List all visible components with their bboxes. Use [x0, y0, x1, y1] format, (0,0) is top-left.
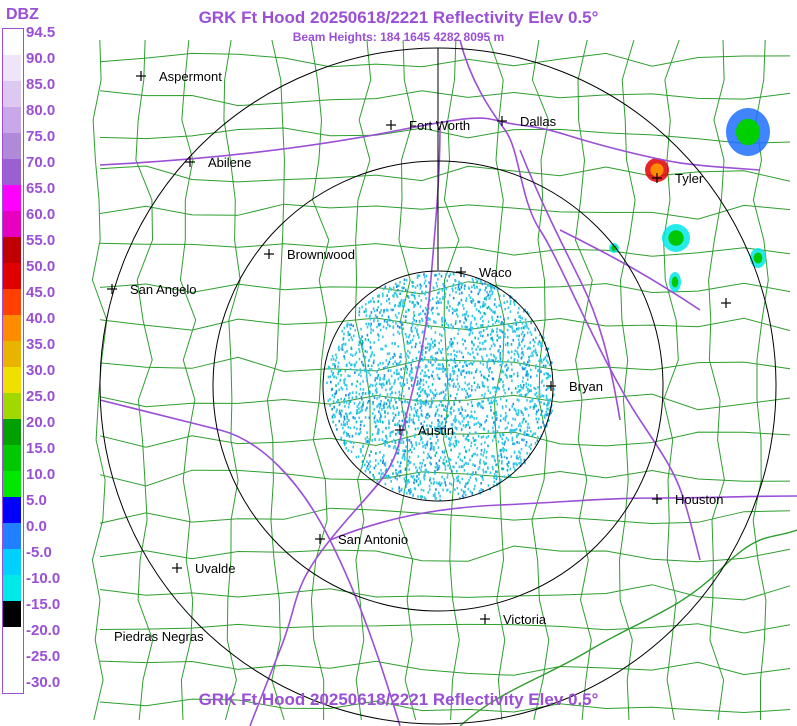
city-label: San Antonio — [338, 532, 408, 547]
legend-swatch — [3, 497, 21, 523]
legend-label: 10.0 — [26, 466, 56, 483]
city-aspermont: Aspermont — [136, 69, 222, 84]
city-waco: Waco — [456, 265, 512, 280]
city-label: Piedras Negras — [114, 629, 204, 644]
county-boundaries — [91, 39, 797, 726]
legend-label: 35.0 — [26, 336, 56, 353]
city-label: Tyler — [675, 171, 704, 186]
legend-label: -25.0 — [26, 648, 61, 665]
legend-swatch — [3, 159, 21, 185]
legend-label: -15.0 — [26, 596, 61, 613]
legend-label: 90.0 — [26, 50, 56, 67]
city-label: Bryan — [569, 379, 603, 394]
city-label: Fort Worth — [409, 118, 470, 133]
legend-title: DBZ — [6, 6, 39, 23]
legend-swatch — [3, 81, 21, 107]
city-label: Victoria — [503, 612, 547, 627]
legend-swatch — [3, 419, 21, 445]
city-label: Waco — [479, 265, 512, 280]
city-san-antonio: San Antonio — [315, 532, 408, 547]
legend-label: 45.0 — [26, 284, 56, 301]
legend-swatch — [3, 29, 21, 55]
legend-swatch — [3, 679, 21, 693]
legend-swatch — [3, 575, 21, 601]
city-label: Uvalde — [195, 561, 235, 576]
city-victoria: Victoria — [480, 612, 547, 627]
legend-swatch — [3, 237, 21, 263]
city-label: Aspermont — [159, 69, 222, 84]
legend-swatch — [3, 315, 21, 341]
legend-label: 60.0 — [26, 206, 56, 223]
legend-swatch — [3, 341, 21, 367]
legend-swatch — [3, 289, 21, 315]
legend-label: 80.0 — [26, 102, 56, 119]
legend-label: 40.0 — [26, 310, 56, 327]
legend-label: -30.0 — [26, 674, 61, 691]
legend-label: 30.0 — [26, 362, 56, 379]
legend-label: 25.0 — [26, 388, 56, 405]
legend-swatch — [3, 367, 21, 393]
legend-label: 55.0 — [26, 232, 56, 249]
legend-label: 5.0 — [26, 492, 47, 509]
range-rings — [99, 47, 777, 725]
legend-label: -20.0 — [26, 622, 61, 639]
unlabeled-marker — [721, 298, 731, 308]
city-label: Abilene — [208, 155, 251, 170]
legend-label: 50.0 — [26, 258, 56, 275]
legend-swatch — [3, 549, 21, 575]
legend-frame — [2, 28, 24, 694]
legend-swatch — [3, 471, 21, 497]
legend-swatch — [3, 185, 21, 211]
city-label: San Angelo — [130, 282, 197, 297]
city-uvalde: Uvalde — [172, 561, 235, 576]
dbz-legend: DBZ 94.5 90.0 85.0 80.0 75.0 70.0 65.0 60.0 55.0… — [0, 0, 100, 726]
legend-swatch — [3, 263, 21, 289]
city-brownwood: Brownwood — [264, 247, 355, 262]
city-markers: Aspermont Abilene Fort Worth Dallas Tyler Bro… — [107, 69, 731, 644]
beam-heights-subtitle: Beam Heights: 184 1645 4282 8095 m — [292, 30, 505, 44]
city-san-angelo: San Angelo — [107, 282, 197, 297]
legend-label: -5.0 — [26, 544, 52, 561]
city-fort-worth: Fort Worth — [386, 118, 470, 133]
legend-swatch — [3, 653, 21, 679]
legend-swatch — [3, 393, 21, 419]
city-label: Houston — [675, 492, 723, 507]
city-tyler: Tyler — [652, 171, 704, 186]
city-houston: Houston — [652, 492, 723, 507]
legend-label: 70.0 — [26, 154, 56, 171]
city-label: Dallas — [520, 114, 557, 129]
legend-label: 0.0 — [26, 518, 47, 535]
legend-color-bar — [3, 29, 21, 693]
radar-footer-title: GRK Ft Hood 20250618/2221 Reflectivity E… — [198, 690, 599, 709]
legend-label: 65.0 — [26, 180, 56, 197]
city-bryan: Bryan — [546, 379, 603, 394]
legend-swatch — [3, 523, 21, 549]
legend-swatch — [3, 133, 21, 159]
legend-swatch — [3, 211, 21, 237]
city-dallas: Dallas — [497, 114, 557, 129]
legend-swatch — [3, 107, 21, 133]
city-abilene: Abilene — [185, 155, 251, 170]
city-piedras-negras: Piedras Negras — [114, 629, 204, 644]
legend-label: 94.5 — [26, 24, 56, 41]
city-label: Austin — [418, 423, 454, 438]
legend-swatch — [3, 445, 21, 471]
legend-label: 75.0 — [26, 128, 56, 145]
legend-label: 15.0 — [26, 440, 56, 457]
radar-echoes — [326, 108, 770, 502]
radar-title: GRK Ft Hood 20250618/2221 Reflectivity E… — [198, 8, 599, 27]
city-austin: Austin — [395, 423, 454, 438]
legend-swatch — [3, 55, 21, 81]
legend-swatch — [3, 627, 21, 653]
legend-label: 20.0 — [26, 414, 56, 431]
legend-swatch — [3, 601, 21, 627]
legend-label: -10.0 — [26, 570, 61, 587]
legend-label: 85.0 — [26, 76, 56, 93]
city-label: Brownwood — [287, 247, 355, 262]
